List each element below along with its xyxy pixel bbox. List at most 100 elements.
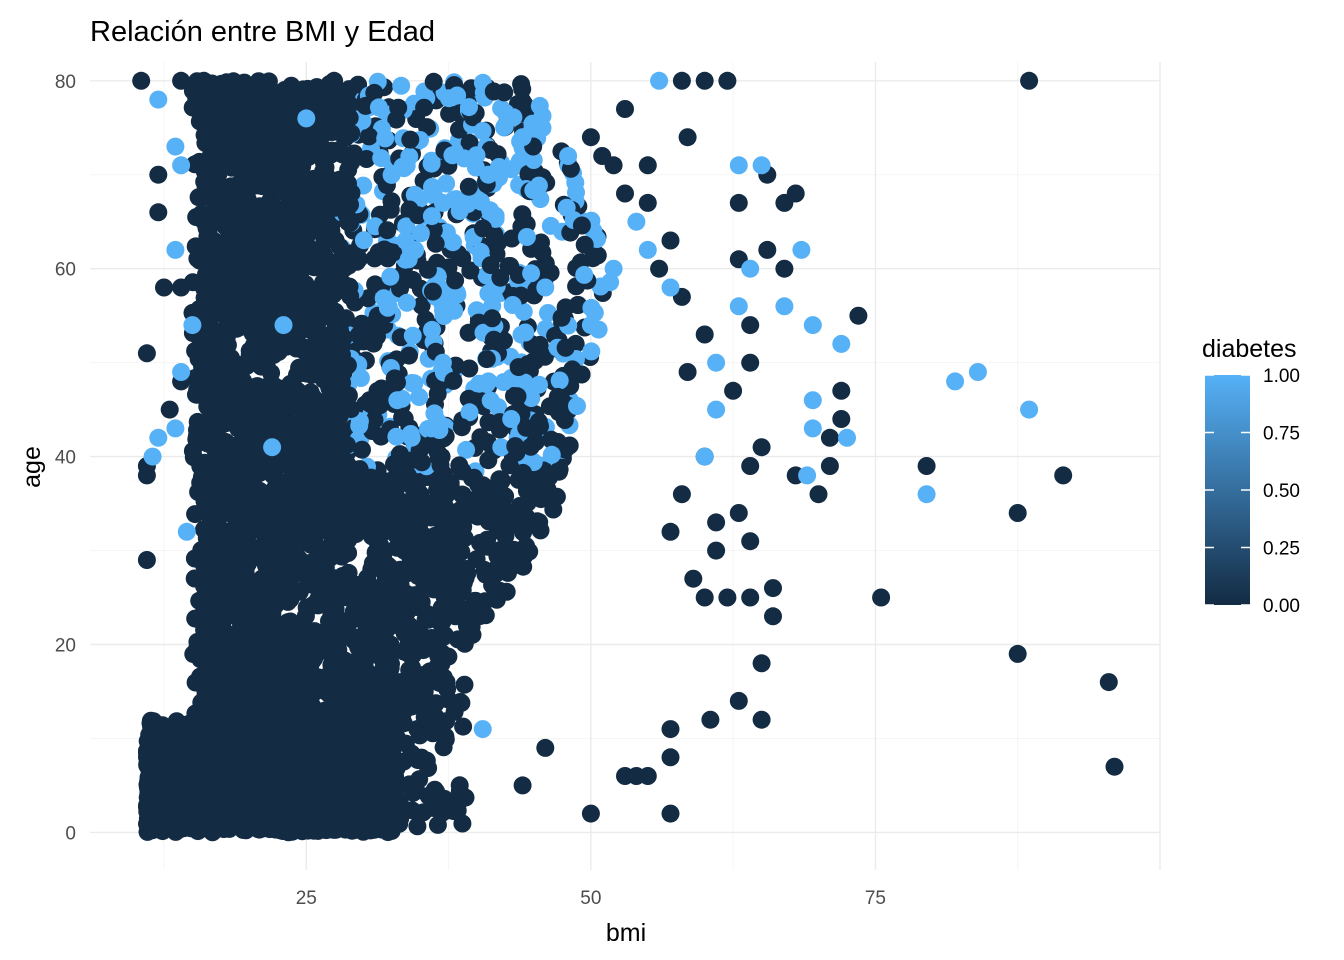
- diabetes-point: [516, 323, 535, 342]
- non-diabetes-point: [264, 798, 283, 817]
- non-diabetes-point: [239, 465, 258, 483]
- non-diabetes-point: [465, 591, 484, 610]
- non-diabetes-point: [396, 622, 415, 640]
- non-diabetes-point: [490, 470, 509, 489]
- non-diabetes-point: [741, 457, 760, 475]
- non-diabetes-point: [318, 503, 337, 521]
- diabetes-point: [439, 89, 458, 108]
- non-diabetes-point: [563, 360, 582, 379]
- non-diabetes-point: [513, 205, 532, 224]
- diabetes-point: [423, 177, 441, 196]
- diabetes-point: [399, 250, 418, 269]
- diabetes-point: [917, 485, 936, 504]
- non-diabetes-point: [382, 610, 401, 629]
- non-diabetes-point: [1008, 644, 1027, 663]
- non-diabetes-point: [452, 418, 471, 437]
- non-diabetes-point: [337, 435, 356, 454]
- non-diabetes-point: [507, 388, 526, 407]
- diabetes-point: [741, 259, 760, 278]
- y-tick-label: 80: [55, 72, 76, 93]
- non-diabetes-point: [552, 308, 571, 327]
- non-diabetes-point: [330, 730, 349, 749]
- non-diabetes-point: [752, 438, 771, 457]
- non-diabetes-point: [265, 464, 284, 483]
- non-diabetes-point: [212, 431, 231, 450]
- non-diabetes-point: [313, 162, 332, 181]
- diabetes-point: [402, 374, 421, 392]
- non-diabetes-point: [512, 75, 531, 94]
- non-diabetes-point: [291, 509, 310, 527]
- diabetes-point: [166, 419, 185, 438]
- non-diabetes-point: [370, 752, 389, 770]
- diabetes-point: [410, 388, 429, 406]
- diabetes-point: [559, 147, 578, 165]
- non-diabetes-point: [339, 213, 358, 232]
- non-diabetes-point: [362, 588, 381, 607]
- non-diabetes-point: [403, 270, 422, 289]
- non-diabetes-point: [672, 71, 691, 90]
- non-diabetes-point: [309, 365, 327, 384]
- non-diabetes-point: [337, 747, 356, 766]
- non-diabetes-point: [616, 184, 634, 203]
- non-diabetes-point: [459, 389, 478, 408]
- non-diabetes-point: [477, 350, 496, 369]
- non-diabetes-point: [187, 88, 206, 107]
- non-diabetes-point: [288, 325, 306, 344]
- colorbar-ticks: 1.000.750.500.250.00: [1205, 366, 1300, 617]
- non-diabetes-point: [459, 323, 478, 342]
- non-diabetes-point: [255, 392, 273, 411]
- non-diabetes-point: [425, 723, 443, 742]
- non-diabetes-point: [286, 686, 305, 704]
- non-diabetes-point: [201, 506, 220, 525]
- diabetes-point: [517, 228, 536, 246]
- non-diabetes-point: [138, 788, 157, 807]
- non-diabetes-point: [500, 456, 519, 475]
- non-diabetes-point: [426, 694, 445, 713]
- non-diabetes-point: [309, 640, 328, 659]
- non-diabetes-point: [741, 316, 760, 335]
- non-diabetes-point: [194, 71, 213, 90]
- non-diabetes-point: [593, 147, 612, 165]
- non-diabetes-point: [402, 552, 420, 571]
- diabetes-point: [707, 353, 726, 372]
- diabetes-point: [274, 316, 293, 335]
- non-diabetes-point: [371, 396, 389, 415]
- diabetes-point: [443, 146, 462, 165]
- non-diabetes-point: [247, 238, 266, 257]
- non-diabetes-point: [402, 646, 421, 665]
- non-diabetes-point: [375, 240, 394, 259]
- diabetes-point: [536, 278, 555, 297]
- non-diabetes-point: [550, 462, 568, 481]
- non-diabetes-point: [284, 773, 303, 792]
- non-diabetes-point: [477, 537, 496, 556]
- non-diabetes-point: [277, 414, 296, 433]
- non-diabetes-point: [238, 166, 257, 185]
- diabetes-point: [350, 416, 369, 435]
- non-diabetes-point: [222, 725, 241, 744]
- non-diabetes-point: [222, 564, 241, 583]
- non-diabetes-point: [194, 671, 213, 689]
- non-diabetes-point: [140, 801, 159, 820]
- non-diabetes-point: [207, 448, 226, 467]
- non-diabetes-point: [707, 513, 726, 532]
- non-diabetes-point: [172, 278, 191, 297]
- non-diabetes-point: [328, 540, 347, 559]
- non-diabetes-point: [156, 810, 175, 829]
- non-diabetes-point: [415, 502, 434, 521]
- diabetes-point: [502, 410, 521, 428]
- non-diabetes-point: [533, 243, 552, 262]
- non-diabetes-point: [311, 208, 330, 227]
- non-diabetes-point: [764, 607, 782, 626]
- diabetes-point: [392, 76, 411, 95]
- non-diabetes-point: [286, 478, 305, 497]
- non-diabetes-point: [215, 676, 233, 694]
- non-diabetes-point: [454, 517, 473, 536]
- non-diabetes-point: [184, 645, 203, 664]
- non-diabetes-point: [412, 748, 431, 767]
- non-diabetes-point: [259, 301, 278, 320]
- non-diabetes-point: [155, 278, 173, 297]
- non-diabetes-point: [764, 579, 782, 598]
- non-diabetes-point: [575, 235, 594, 254]
- non-diabetes-point: [196, 716, 215, 735]
- non-diabetes-point: [337, 657, 356, 676]
